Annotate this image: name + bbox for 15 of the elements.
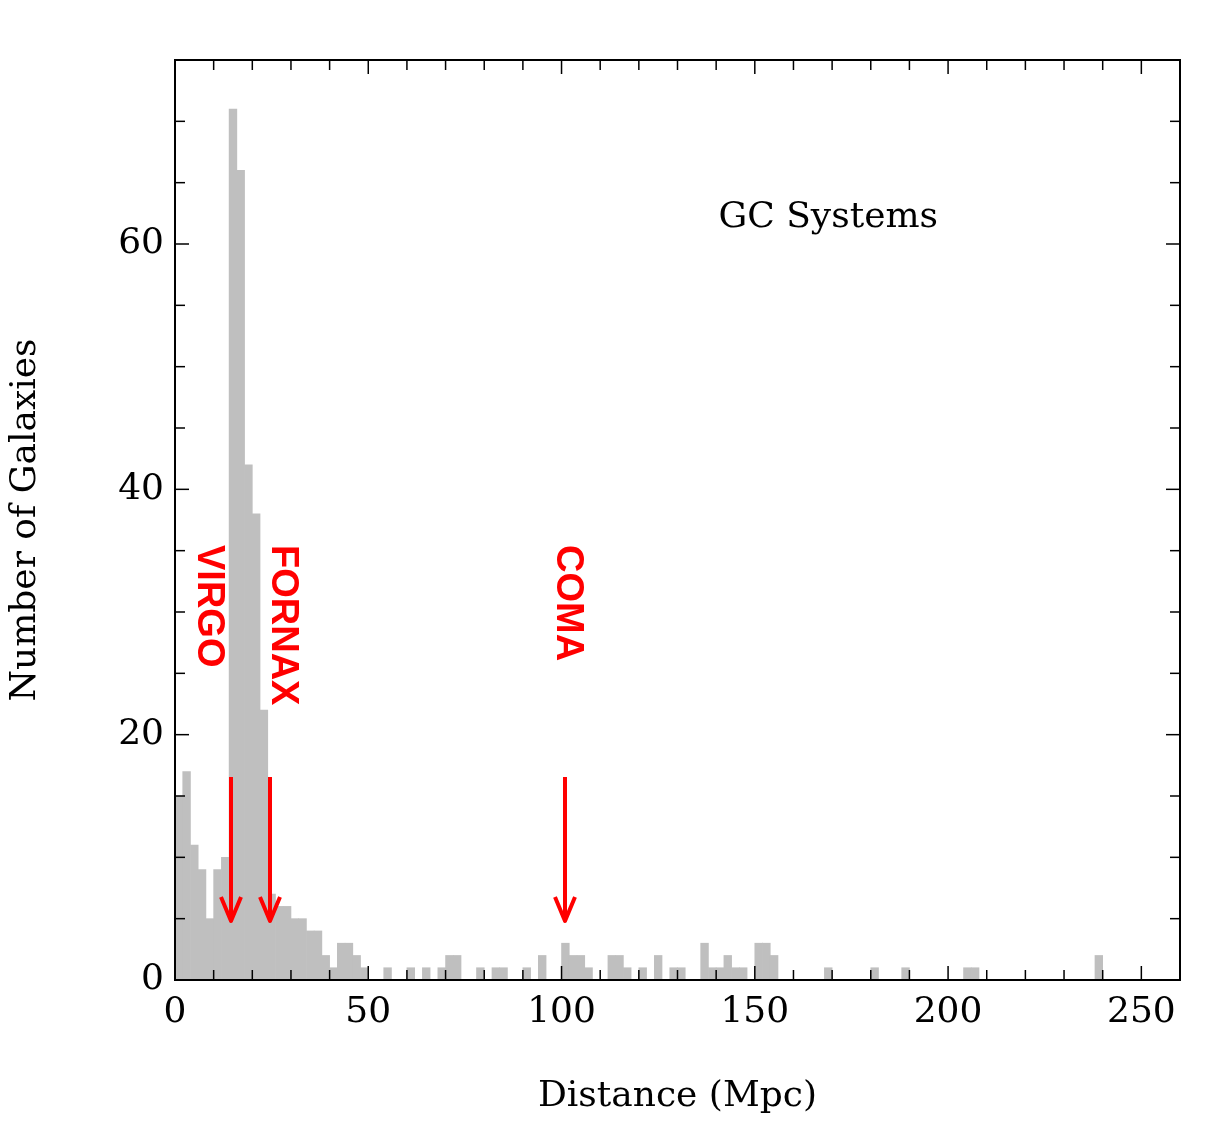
x-tick-label: 200 [913,988,983,1030]
x-tick-label: 50 [345,988,392,1030]
x-tick-label: 150 [720,988,790,1030]
y-axis-title: Number of Galaxies [1,338,43,702]
annotation: FORNAX [263,545,306,707]
y-tick-label: 0 [141,956,164,998]
annotation: COMA [548,545,591,662]
annotation: VIRGO [189,545,232,668]
x-tick-label: 100 [527,988,596,1030]
x-axis-title: Distance (Mpc) [537,1072,818,1114]
text: GC Systems [718,194,939,236]
y-tick-label: 60 [118,220,164,262]
x-tick-label: 250 [1106,988,1176,1030]
y-tick-label: 20 [118,711,164,753]
y-tick-label: 40 [118,465,164,507]
